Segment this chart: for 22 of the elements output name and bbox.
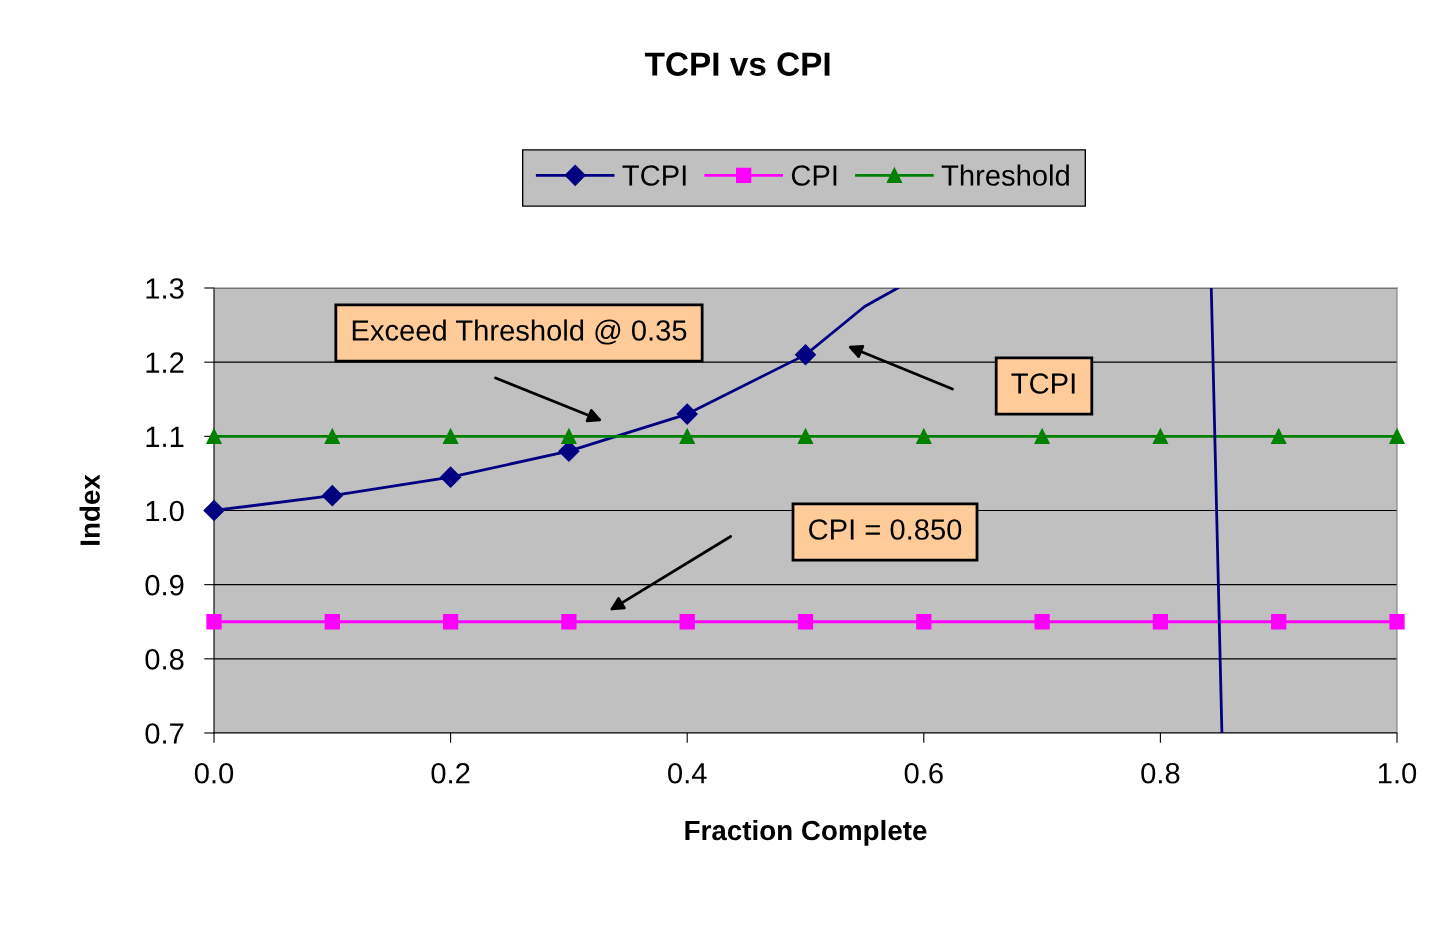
x-tick-label: 0.0 <box>194 762 234 784</box>
x-tick-label: 0.8 <box>1141 762 1180 784</box>
annotation: TCPI <box>1011 373 1075 394</box>
annotation: Exceed Threshold @ 0.35 <box>352 319 687 345</box>
y-tick-label: 0.7 <box>145 723 184 744</box>
y-tick-label: 0.8 <box>145 649 184 670</box>
y-tick-label: 1.0 <box>146 500 184 522</box>
y-tick-label: 1.2 <box>146 352 184 373</box>
x-tick-label: 1.0 <box>1378 762 1417 784</box>
y-tick-label: 0.9 <box>145 574 184 596</box>
y-tick-label: 1.3 <box>146 278 184 299</box>
x-axis-title: Fraction Complete <box>685 819 927 846</box>
y-tick-label: 1.1 <box>146 426 184 447</box>
chart-title: TCPI vs CPI <box>644 52 830 76</box>
x-tick-label: 0.4 <box>668 762 707 784</box>
legend-label: Threshold <box>941 164 1069 186</box>
y-axis-title: Index <box>79 474 100 545</box>
x-tick-label: 0.6 <box>904 762 943 784</box>
legend-label: CPI <box>791 165 837 186</box>
x-tick-label: 0.2 <box>431 762 470 784</box>
annotation: CPI = 0.850 <box>809 519 962 540</box>
legend-label: TCPI <box>622 165 686 186</box>
